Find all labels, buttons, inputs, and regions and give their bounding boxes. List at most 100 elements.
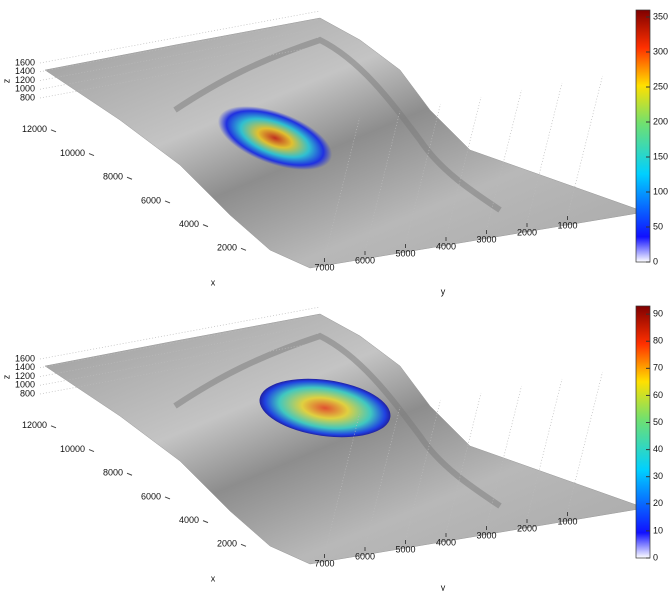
colorbar-tick-label: 300 [653,46,668,56]
colorbar-tick-label: 50 [653,221,663,231]
panel: 8001000120014001600z20004000600080001000… [1,305,663,591]
grid-line [567,371,603,513]
x-tick-label: 2000 [217,243,237,253]
x-tick [202,520,209,524]
z-tick-label: 1600 [15,57,35,67]
grid-line [445,392,482,534]
colorbar-tick-label: 200 [653,116,668,126]
x-tick [164,200,171,204]
x-tick-label: 8000 [103,172,123,182]
y-tick-label: 2000 [517,227,537,237]
ridge [173,36,502,213]
colorbar-tick-label: 350 [653,11,668,21]
grid-line [39,36,321,90]
z-tick-label: 1400 [15,66,35,76]
x-tick-label: 12000 [22,420,47,430]
x-tick-label: 10000 [60,148,85,158]
z-tick-label: 1200 [15,75,35,85]
grid-line [39,10,321,64]
grid-line [39,341,321,395]
z-tick-label: 1600 [15,353,35,363]
grid-line [405,103,441,245]
grid-line [405,399,441,541]
x-tick-label: 12000 [22,124,47,134]
ridge [173,332,502,509]
x-tick-label: 2000 [217,539,237,549]
y-tick-label: 1000 [557,220,577,230]
y-axis-label: y [441,286,446,296]
colorbar-tick-label: 0 [653,552,658,562]
z-tick-label: 1200 [15,371,35,381]
z-tick-label: 800 [20,92,35,102]
colorbar-tick-label: 80 [653,336,663,346]
x-tick [202,224,209,228]
z-tick-label: 800 [20,388,35,398]
x-tick [88,153,95,157]
concentration-plume [259,378,391,438]
concentration-plume [217,106,333,170]
grid-line [39,332,321,386]
x-tick [240,543,247,547]
colorbar-tick-label: 90 [653,309,663,319]
y-tick-label: 3000 [476,530,496,540]
x-tick [126,176,133,180]
z-axis-label: z [1,374,11,379]
x-tick [50,425,57,429]
colorbar-tick-label: 100 [653,186,668,196]
colorbar-tick-label: 30 [653,471,663,481]
panel: 8001000120014001600z20004000600080001000… [1,9,668,296]
y-tick-label: 4000 [436,241,456,251]
x-tick-label: 8000 [103,468,123,478]
x-tick [164,496,171,500]
colorbar-tick-label: 60 [653,390,663,400]
grid-line [364,406,401,548]
z-tick-label: 1000 [15,380,35,390]
z-tick-label: 1000 [15,84,35,94]
grid-line [364,110,401,252]
grid-line [39,324,321,377]
y-tick-label: 6000 [355,551,375,561]
y-tick-label: 2000 [517,523,537,533]
grid-line [445,96,482,238]
y-tick-label: 4000 [436,537,456,547]
grid-line [39,315,321,369]
x-tick-label: 6000 [141,491,161,501]
x-tick [50,129,57,133]
grid-line [39,28,321,81]
y-tick-label: 5000 [395,248,415,258]
colorbar-tick-label: 250 [653,81,668,91]
x-tick-label: 4000 [179,515,199,525]
colorbar-tick-label: 10 [653,525,663,535]
x-tick-label: 6000 [141,195,161,205]
y-tick-label: 1000 [557,516,577,526]
grid-line [324,117,360,259]
x-tick [88,449,95,453]
z-tick-label: 1400 [15,362,35,372]
colorbar-tick-label: 50 [653,417,663,427]
y-axis-label: y [441,582,446,591]
y-tick-label: 3000 [476,234,496,244]
y-tick-label: 6000 [355,255,375,265]
y-tick-label: 7000 [314,558,334,568]
colorbar [635,305,651,559]
grid-line [324,413,360,555]
y-tick-label: 7000 [314,262,334,272]
grid-line [526,378,563,520]
colorbar [635,9,651,263]
grid-line [486,385,522,527]
grid-line [526,82,563,224]
x-tick [126,472,133,476]
y-tick-label: 5000 [395,544,415,554]
colorbar-tick-label: 20 [653,498,663,508]
grid-line [39,19,321,73]
grid-line [39,306,321,360]
colorbar-tick-label: 70 [653,363,663,373]
colorbar-tick-label: 150 [653,151,668,161]
colorbar-tick-label: 0 [653,256,658,266]
x-tick-label: 4000 [179,219,199,229]
z-axis-label: z [1,78,11,83]
grid-line [39,45,321,99]
colorbar-tick-label: 40 [653,444,663,454]
x-tick-label: 10000 [60,444,85,454]
